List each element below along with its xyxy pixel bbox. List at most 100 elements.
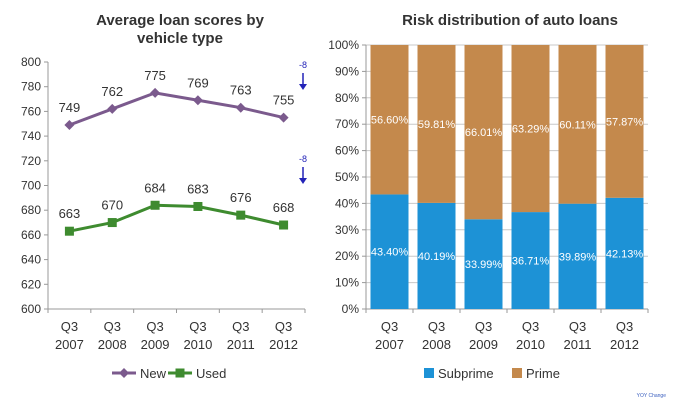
left-y-tick-label-8: 760	[21, 104, 41, 118]
right-x-category-5-line1: Q3	[616, 319, 633, 334]
right-bar-label-subprime-0: 43.40%	[371, 247, 409, 259]
right-y-tick-label-4: 40%	[335, 196, 359, 210]
right-x-category-4-line1: Q3	[569, 319, 586, 334]
left-x-category-4-line2: 2011	[227, 337, 255, 352]
left-x-category-4-line1: Q3	[232, 319, 249, 334]
left-new-change-note: -8	[299, 60, 307, 70]
left-series-used-line	[69, 203, 284, 233]
left-chart-title-line1: Average loan scores by	[96, 12, 264, 29]
right-y-tick-label-9: 90%	[335, 64, 359, 78]
right-bar-subprime-2	[464, 219, 503, 309]
right-bar-prime-3	[511, 45, 550, 213]
footnote-yoy-change: YOY Change	[637, 393, 667, 399]
right-x-category-0-line1: Q3	[381, 319, 398, 334]
right-bar-label-prime-2: 66.01%	[465, 127, 503, 139]
left-new-point-4	[235, 102, 246, 113]
left-new-data-label-2: 775	[144, 68, 166, 83]
right-bar-subprime-0	[370, 194, 409, 309]
left-x-category-3-line2: 2010	[183, 337, 212, 352]
right-legend-subprime-label: Subprime	[438, 366, 494, 381]
left-new-down-arrow-icon	[299, 84, 307, 90]
left-new-data-label-0: 749	[59, 100, 81, 115]
left-new-data-label-5: 755	[273, 93, 295, 108]
right-legend-prime-swatch	[512, 368, 522, 378]
right-bar-prime-1	[417, 45, 456, 203]
right-bar-subprime-1	[417, 202, 456, 309]
left-x-category-3-line1: Q3	[189, 319, 206, 334]
right-bar-prime-5	[605, 45, 644, 198]
right-x-category-3-line1: Q3	[522, 319, 539, 334]
left-used-point-3	[193, 201, 203, 211]
left-chart-title: Average loan scores by vehicle type	[50, 12, 310, 48]
left-used-point-2	[150, 200, 160, 210]
left-legend-new-label: New	[140, 366, 167, 381]
right-bar-subprime-4	[558, 203, 597, 309]
left-x-category-0-line1: Q3	[61, 319, 78, 334]
left-legend-used-label: Used	[196, 366, 226, 381]
left-y-tick-label-10: 800	[21, 55, 41, 69]
left-x-category-1-line1: Q3	[104, 319, 121, 334]
right-bar-subprime-5	[605, 197, 644, 309]
right-x-category-4-line2: 2011	[564, 337, 592, 352]
right-y-tick-label-7: 70%	[335, 117, 359, 131]
right-legend-prime-label: Prime	[526, 366, 560, 381]
right-x-category-1-line1: Q3	[428, 319, 445, 334]
right-chart-title: Risk distribution of auto loans	[402, 12, 618, 29]
left-used-data-label-5: 668	[273, 200, 295, 215]
left-legend-used-marker	[175, 368, 185, 378]
left-used-point-1	[107, 218, 117, 228]
left-x-category-5-line2: 2012	[269, 337, 298, 352]
left-new-point-5	[278, 112, 289, 123]
left-legend-new-marker	[119, 368, 129, 378]
right-bar-prime-4	[558, 45, 597, 204]
left-y-tick-label-7: 740	[21, 129, 41, 143]
left-series-new-line	[68, 91, 284, 127]
right-x-category-5-line2: 2012	[610, 337, 639, 352]
left-used-data-label-0: 663	[59, 206, 81, 221]
right-y-tick-label-1: 10%	[335, 276, 359, 290]
left-used-data-label-1: 670	[101, 198, 123, 213]
right-y-tick-label-6: 60%	[335, 144, 359, 158]
right-legend-subprime-swatch	[424, 368, 434, 378]
right-bar-label-prime-4: 60.11%	[559, 119, 596, 131]
left-used-data-label-4: 676	[230, 190, 252, 205]
left-new-data-label-1: 762	[101, 84, 123, 99]
left-used-down-arrow-icon	[299, 178, 307, 184]
left-x-category-0-line2: 2007	[55, 337, 84, 352]
right-bar-label-subprime-4: 39.89%	[559, 251, 597, 263]
left-used-data-label-2: 684	[144, 180, 166, 195]
right-bar-label-prime-5: 57.87%	[606, 116, 644, 128]
left-x-category-1-line2: 2008	[98, 337, 127, 352]
right-x-category-1-line2: 2008	[422, 337, 451, 352]
left-x-category-2-line2: 2009	[141, 337, 170, 352]
left-chart-title-line2: vehicle type	[137, 30, 223, 47]
left-new-data-label-3: 769	[187, 75, 209, 90]
right-bar-subprime-3	[511, 212, 550, 309]
right-bar-label-subprime-2: 33.99%	[465, 259, 503, 271]
right-x-category-0-line2: 2007	[375, 337, 404, 352]
right-x-category-3-line2: 2010	[516, 337, 545, 352]
right-bar-label-subprime-1: 40.19%	[418, 251, 456, 263]
left-used-point-4	[236, 210, 246, 220]
left-y-tick-label-2: 640	[21, 253, 41, 267]
right-y-tick-label-5: 50%	[335, 170, 359, 184]
left-used-point-5	[279, 220, 289, 230]
left-y-tick-label-6: 720	[21, 154, 41, 168]
right-x-category-2-line1: Q3	[475, 319, 492, 334]
right-bar-label-subprime-5: 42.13%	[606, 248, 644, 260]
left-used-point-0	[64, 226, 74, 236]
right-bar-label-subprime-3: 36.71%	[512, 256, 550, 268]
left-x-category-5-line1: Q3	[275, 319, 292, 334]
right-y-tick-label-8: 80%	[335, 91, 359, 105]
right-bar-label-prime-3: 63.29%	[512, 124, 550, 136]
left-used-data-label-3: 683	[187, 181, 209, 196]
left-new-point-0	[64, 119, 75, 130]
left-y-tick-label-5: 700	[21, 179, 41, 193]
right-x-category-2-line2: 2009	[469, 337, 498, 352]
left-y-tick-label-3: 660	[21, 228, 41, 242]
left-y-tick-label-9: 780	[21, 80, 41, 94]
left-new-point-3	[192, 95, 203, 106]
left-used-change-note: -8	[299, 154, 307, 164]
right-bar-label-prime-0: 56.60%	[371, 115, 409, 127]
